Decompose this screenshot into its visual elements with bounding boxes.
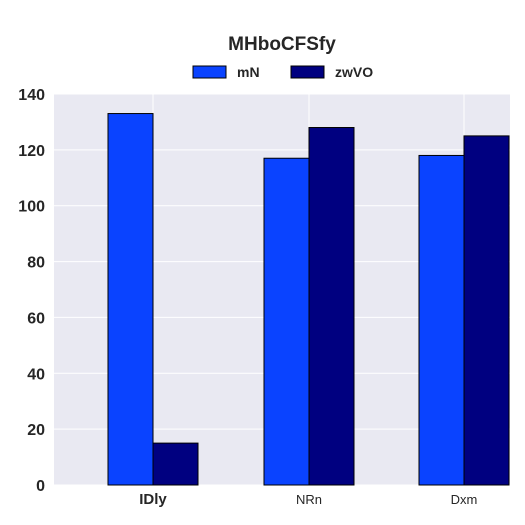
legend-label-zwvo: zwVO [335, 64, 373, 80]
bars [107, 113, 510, 486]
bar-zwVO-IDly [152, 442, 199, 486]
y-tick-label-60: 60 [27, 310, 45, 327]
legend: mN zwVO [192, 64, 373, 80]
chart-title: MHboCFSfy [228, 34, 336, 55]
y-tick-label-40: 40 [27, 366, 45, 383]
bar-mN-NRn [263, 157, 310, 486]
bar-mN-Dxm [418, 154, 465, 486]
legend-swatch-zwvo [290, 65, 325, 79]
bar-zwVO-NRn [308, 127, 355, 486]
y-tick-label-80: 80 [27, 255, 45, 272]
y-tick-label-140: 140 [18, 87, 45, 104]
y-tick-label-100: 100 [18, 199, 45, 216]
x-tick-label-Dxm: Dxm [451, 492, 478, 507]
legend-label-mn: mN [237, 64, 260, 80]
bar-mN-IDly [107, 113, 154, 486]
x-axis: IDly NRn Dxm [139, 491, 477, 508]
legend-swatch-mn [192, 65, 227, 79]
x-tick-label-IDly: IDly [139, 491, 167, 508]
y-axis: 0 20 40 60 80 100 120 140 [18, 87, 45, 495]
bar-zwVO-Dxm [463, 135, 510, 486]
y-tick-label-120: 120 [18, 143, 45, 160]
y-tick-label-0: 0 [36, 478, 45, 495]
y-tick-label-20: 20 [27, 422, 45, 439]
x-tick-label-NRn: NRn [296, 492, 322, 507]
